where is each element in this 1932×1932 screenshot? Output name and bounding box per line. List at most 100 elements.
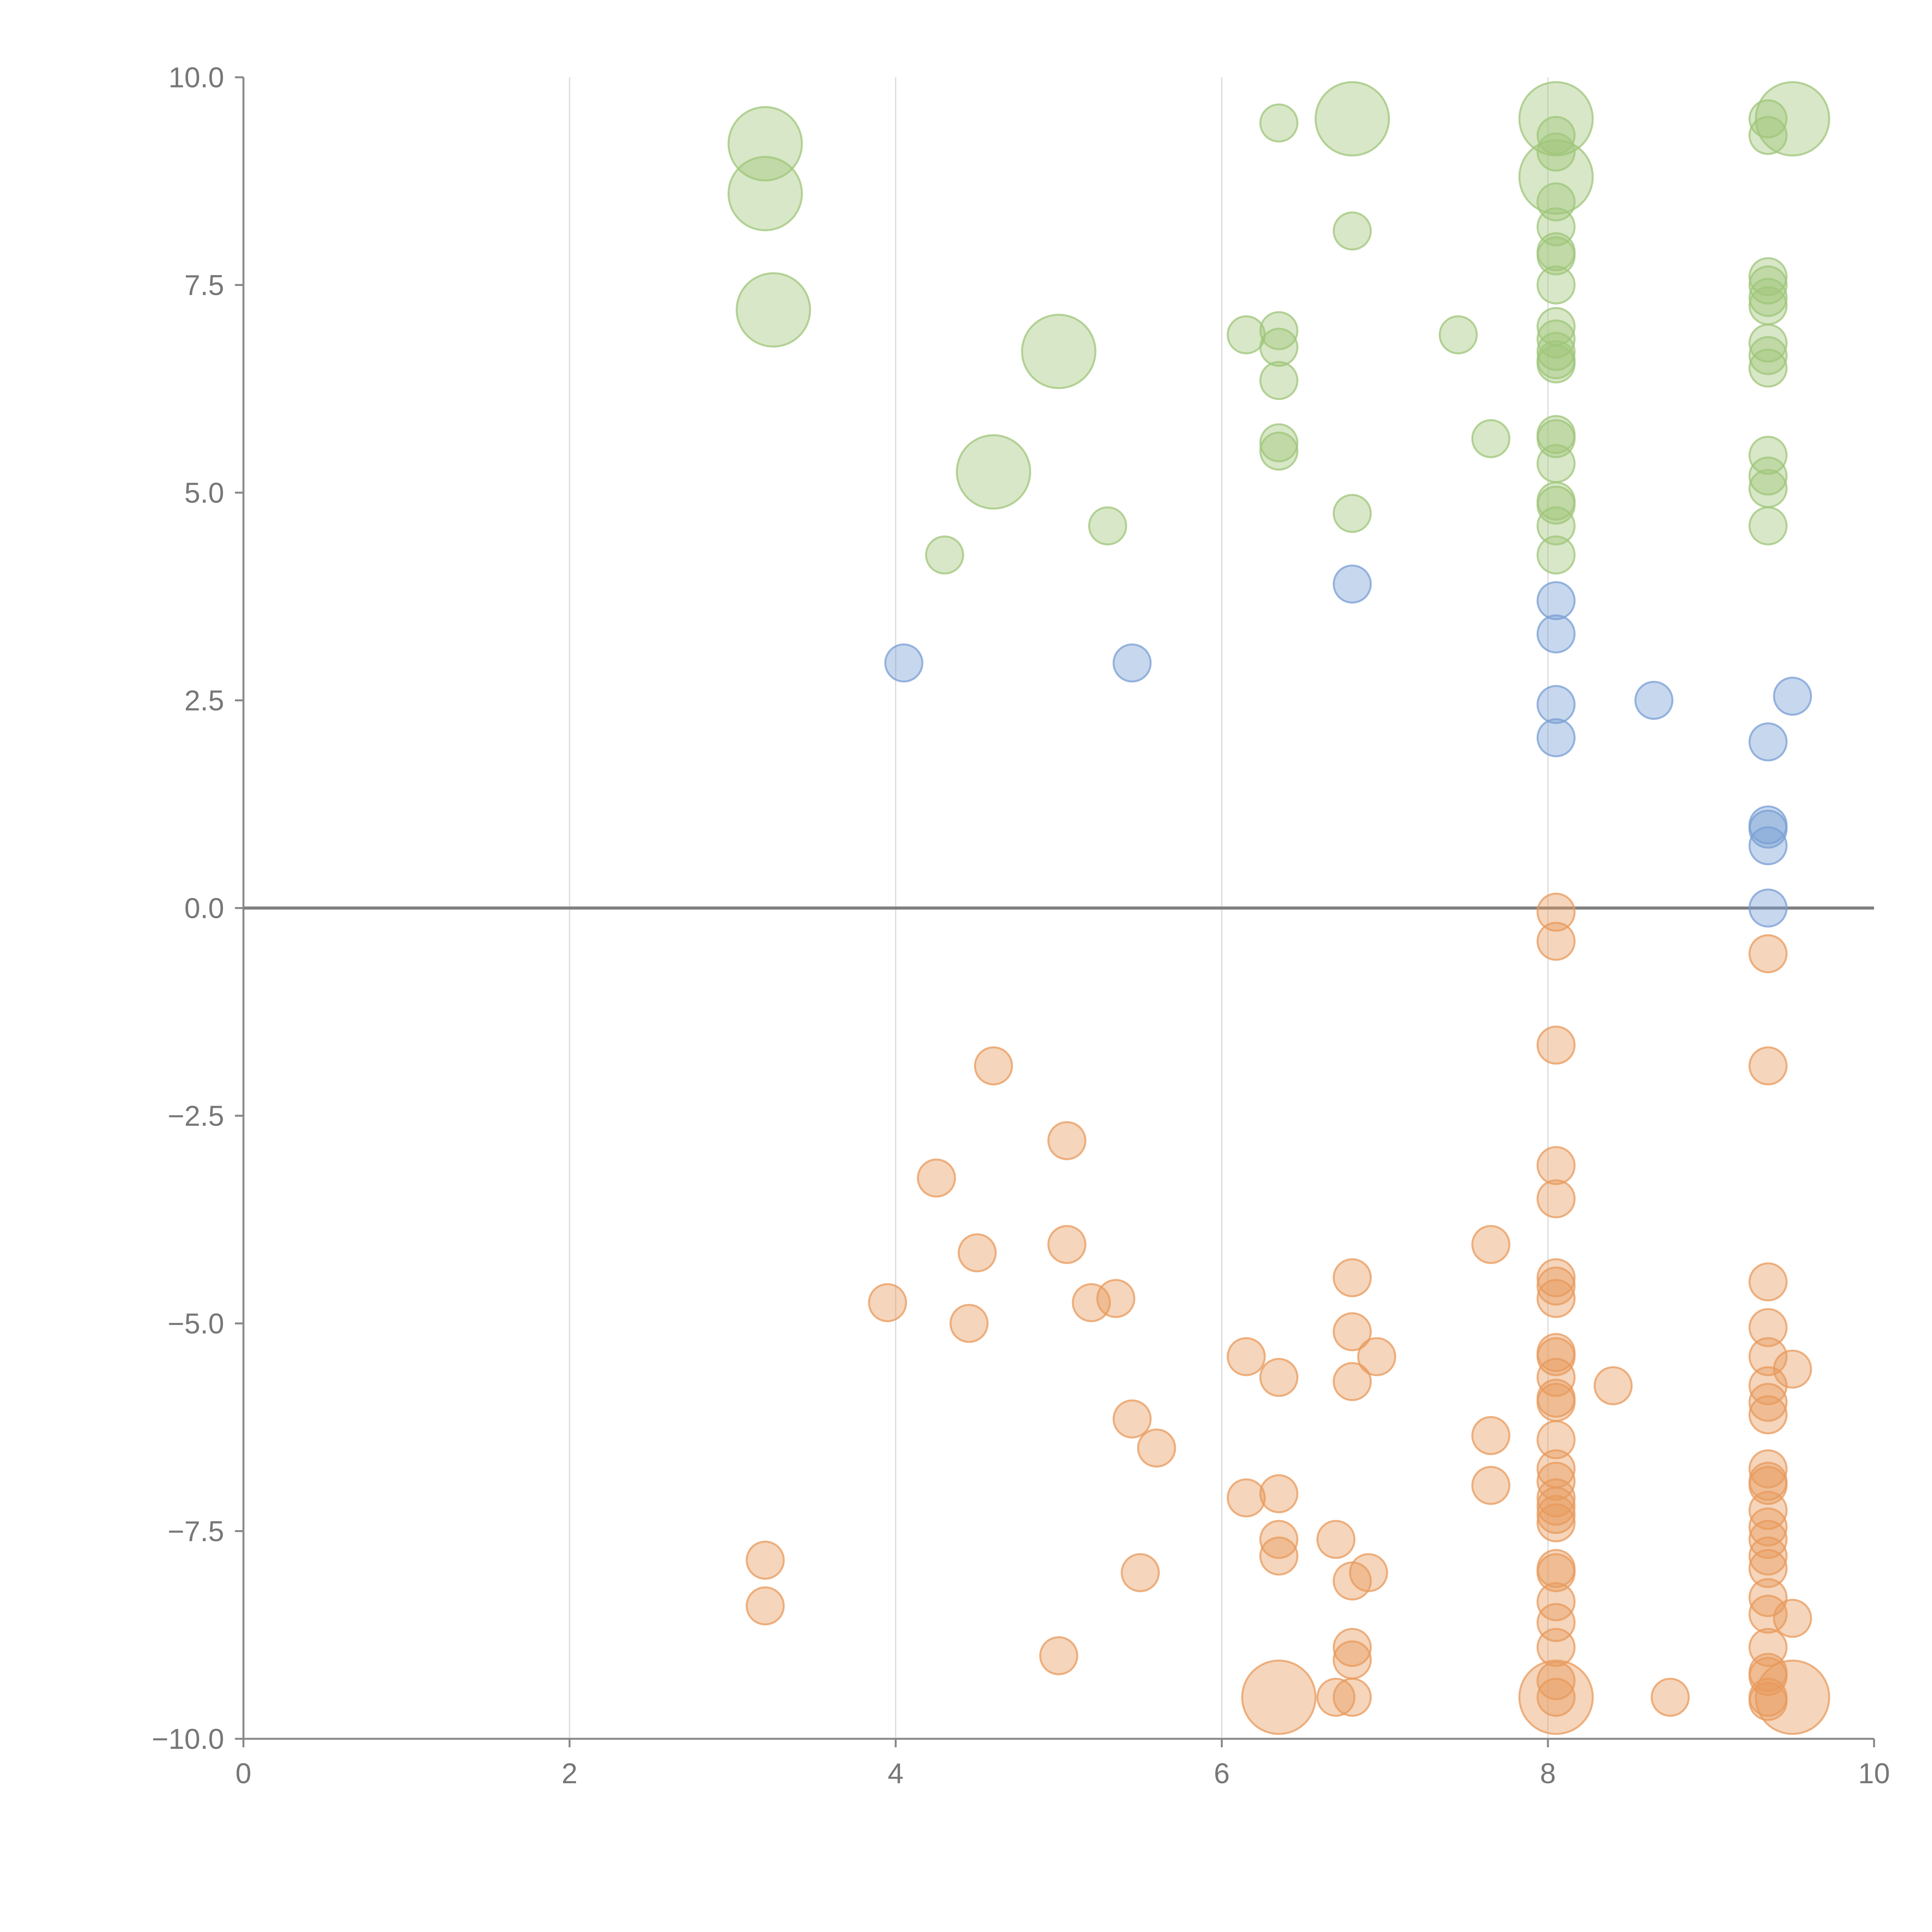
data-point-negative [1536,1337,1576,1376]
data-point-positive [1748,99,1788,138]
data-point-negative [1536,1266,1576,1306]
data-point-negative [1536,1383,1576,1422]
data-point-negative [1748,1549,1788,1588]
data-point-neutral [1112,643,1152,683]
data-point-negative [1748,1337,1788,1376]
data-point-neutral [1536,718,1576,757]
data-point-positive [1748,336,1788,375]
data-point-negative [957,1233,997,1272]
data-point-negative [1748,1491,1788,1530]
data-point-negative [1748,1308,1788,1347]
data-point-positive [1471,419,1510,458]
data-point-positive [1536,133,1576,172]
data-point-positive [1439,315,1478,354]
data-point-negative [1748,1262,1788,1301]
data-point-negative [1594,1366,1633,1405]
axis-layer [235,76,1875,1747]
data-point-negative [1748,1449,1788,1488]
data-point-negative [1357,1337,1396,1376]
data-point-positive [1748,265,1788,304]
data-point-negative [1333,1628,1372,1667]
data-point-positive [1259,311,1299,350]
data-point-positive [1259,423,1299,463]
data-point-neutral [1748,722,1788,762]
data-point-negative [1316,1520,1355,1559]
data-point-positive [1748,456,1788,496]
data-point-negative [1071,1283,1111,1322]
data-point-positive [1536,485,1576,525]
data-point-negative [974,1046,1013,1085]
data-point-positive [1536,344,1576,384]
data-point-negative [1259,1520,1299,1559]
data-point-negative [1651,1678,1690,1717]
data-point-negative [745,1541,785,1580]
data-point-negative [1536,1146,1576,1185]
data-point-positive [1088,506,1128,546]
data-point-positive [727,156,803,231]
data-point-negative [1333,1312,1372,1351]
points-layer [727,81,1830,1735]
data-point-neutral [1333,565,1372,604]
data-point-positive [1536,444,1576,483]
data-point-negative [1748,1682,1788,1721]
data-point-negative [1536,1582,1576,1621]
data-point-positive [1748,278,1788,317]
data-point-neutral [884,643,923,683]
data-point-positive [1333,494,1372,533]
data-point-negative [1536,1179,1576,1218]
series-negative [745,893,1830,1735]
data-point-positive [1748,506,1788,546]
data-point-positive [1259,361,1299,400]
data-point-negative [1748,934,1788,973]
data-point-positive [1748,257,1788,296]
data-point-neutral [1536,581,1576,620]
data-point-negative [1536,1628,1576,1667]
data-point-positive [1536,236,1576,276]
data-point-positive [1259,328,1299,367]
data-point-positive [1748,469,1788,508]
data-point-positive [925,535,964,575]
y-tick-label: 10.0 [168,61,224,94]
x-tick-label: 2 [561,1757,577,1789]
data-point-neutral [1536,614,1576,653]
data-point-positive [1536,332,1576,371]
data-point-positive [1226,315,1266,354]
data-point-negative [1748,1383,1788,1422]
data-point-negative [1748,1046,1788,1085]
x-tick-label: 10 [1858,1757,1890,1789]
y-tick-label: 2.5 [184,685,224,717]
data-point-positive [736,272,811,348]
data-point-negative [1259,1358,1299,1397]
data-point-negative [1226,1478,1266,1517]
data-point-negative [1536,922,1576,961]
data-point-negative [1333,1258,1372,1298]
data-point-positive [1536,535,1576,575]
data-point-negative [1349,1553,1388,1592]
x-tick-label: 8 [1540,1757,1556,1789]
data-point-positive [1536,265,1576,304]
y-tick-label: −10.0 [152,1723,224,1755]
data-point-negative [1047,1225,1087,1264]
data-point-negative [1536,1486,1576,1526]
data-point-negative [1241,1660,1317,1735]
y-tick-label: 7.5 [184,269,224,301]
data-point-negative [1748,1595,1788,1634]
data-point-negative [1536,1279,1576,1318]
data-point-negative [1112,1399,1152,1439]
data-point-negative [1121,1553,1160,1592]
data-point-positive [1748,349,1788,388]
data-point-neutral [1748,826,1788,866]
data-point-negative [1333,1678,1372,1717]
data-point-negative [1047,1121,1087,1160]
data-point-negative [1316,1678,1355,1717]
data-point-negative [1536,1503,1576,1543]
x-tick-label: 4 [888,1757,903,1789]
data-point-negative [1536,1026,1576,1065]
data-point-negative [868,1283,907,1322]
y-tick-label: −2.5 [168,1100,224,1132]
data-point-negative [1259,1474,1299,1514]
data-point-positive [956,434,1031,510]
y-tick-label: −7.5 [168,1515,224,1548]
